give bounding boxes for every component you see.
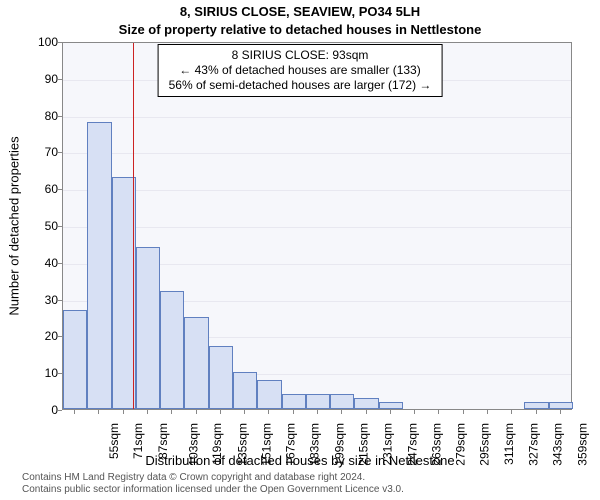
histogram-bar <box>330 394 354 409</box>
y-tick-label: 10 <box>18 366 58 380</box>
annotation-box: 8 SIRIUS CLOSE: 93sqm ← 43% of detached … <box>158 44 443 97</box>
x-tick-mark <box>341 410 342 414</box>
y-tick-label: 20 <box>18 329 58 343</box>
y-tick-mark <box>58 336 62 337</box>
gridline-h <box>63 117 571 118</box>
histogram-bar <box>63 310 87 409</box>
x-tick-label: 359sqm <box>575 423 589 466</box>
x-tick-mark <box>317 410 318 414</box>
gridline-h <box>63 227 571 228</box>
y-tick-mark <box>58 410 62 411</box>
histogram-bar <box>354 398 378 409</box>
reference-line <box>133 43 134 409</box>
x-tick-label: 231sqm <box>381 423 395 466</box>
histogram-bar <box>233 372 257 409</box>
x-tick-mark <box>293 410 294 414</box>
x-tick-mark <box>390 410 391 414</box>
y-tick-mark <box>58 189 62 190</box>
annotation-line-3: 56% of semi-detached houses are larger (… <box>169 78 432 93</box>
x-tick-mark <box>147 410 148 414</box>
chart-subtitle: Size of property relative to detached ho… <box>0 22 600 37</box>
y-tick-label: 70 <box>18 145 58 159</box>
x-tick-label: 343sqm <box>551 423 565 466</box>
x-tick-mark <box>438 410 439 414</box>
x-tick-label: 103sqm <box>187 423 201 466</box>
y-tick-label: 60 <box>18 182 58 196</box>
x-tick-label: 295sqm <box>478 423 492 466</box>
x-tick-label: 327sqm <box>527 423 541 466</box>
x-tick-label: 247sqm <box>405 423 419 466</box>
gridline-h <box>63 190 571 191</box>
histogram-bar <box>160 291 184 409</box>
x-tick-label: 167sqm <box>284 423 298 466</box>
y-tick-mark <box>58 300 62 301</box>
y-tick-label: 30 <box>18 293 58 307</box>
x-tick-mark <box>536 410 537 414</box>
chart-title: 8, SIRIUS CLOSE, SEAVIEW, PO34 5LH <box>0 4 600 19</box>
footer-line-2: Contains public sector information licen… <box>22 484 404 496</box>
y-tick-mark <box>58 226 62 227</box>
x-tick-label: 135sqm <box>235 423 249 466</box>
annotation-line-2: ← 43% of detached houses are smaller (13… <box>169 63 432 78</box>
y-tick-label: 90 <box>18 72 58 86</box>
histogram-bar <box>209 346 233 409</box>
histogram-bar <box>524 402 548 409</box>
y-tick-mark <box>58 42 62 43</box>
gridline-h <box>63 153 571 154</box>
histogram-bar <box>306 394 330 409</box>
annotation-line-1: 8 SIRIUS CLOSE: 93sqm <box>169 48 432 63</box>
x-tick-mark <box>366 410 367 414</box>
footer-line-1: Contains HM Land Registry data © Crown c… <box>22 472 404 484</box>
x-tick-mark <box>560 410 561 414</box>
histogram-bar <box>257 380 281 409</box>
x-tick-label: 71sqm <box>131 423 145 459</box>
x-tick-label: 279sqm <box>454 423 468 466</box>
x-tick-label: 215sqm <box>357 423 371 466</box>
x-tick-mark <box>74 410 75 414</box>
x-tick-label: 151sqm <box>260 423 274 466</box>
chart-container: 8, SIRIUS CLOSE, SEAVIEW, PO34 5LH Size … <box>0 0 600 500</box>
histogram-bar <box>136 247 160 409</box>
plot-area <box>62 42 572 410</box>
x-tick-label: 263sqm <box>430 423 444 466</box>
x-tick-mark <box>220 410 221 414</box>
x-tick-mark <box>98 410 99 414</box>
histogram-bar <box>549 402 573 409</box>
footer-text: Contains HM Land Registry data © Crown c… <box>22 472 404 496</box>
histogram-bar <box>87 122 111 409</box>
y-tick-label: 0 <box>18 403 58 417</box>
x-tick-mark <box>171 410 172 414</box>
x-tick-mark <box>244 410 245 414</box>
x-tick-mark <box>463 410 464 414</box>
x-tick-mark <box>511 410 512 414</box>
x-tick-label: 119sqm <box>210 423 224 465</box>
y-tick-mark <box>58 79 62 80</box>
histogram-bar <box>379 402 403 409</box>
x-tick-label: 311sqm <box>502 423 516 465</box>
x-tick-mark <box>123 410 124 414</box>
y-tick-mark <box>58 373 62 374</box>
x-tick-mark <box>196 410 197 414</box>
x-tick-label: 199sqm <box>332 423 346 466</box>
y-tick-label: 100 <box>18 35 58 49</box>
histogram-bar <box>184 317 208 409</box>
y-tick-mark <box>58 263 62 264</box>
y-tick-mark <box>58 116 62 117</box>
x-tick-mark <box>414 410 415 414</box>
y-tick-label: 50 <box>18 219 58 233</box>
x-tick-label: 55sqm <box>107 423 121 459</box>
histogram-bar <box>282 394 306 409</box>
y-tick-label: 80 <box>18 109 58 123</box>
x-tick-label: 87sqm <box>156 423 170 459</box>
x-tick-mark <box>268 410 269 414</box>
y-tick-mark <box>58 152 62 153</box>
y-tick-label: 40 <box>18 256 58 270</box>
x-tick-mark <box>487 410 488 414</box>
x-tick-label: 183sqm <box>308 423 322 466</box>
